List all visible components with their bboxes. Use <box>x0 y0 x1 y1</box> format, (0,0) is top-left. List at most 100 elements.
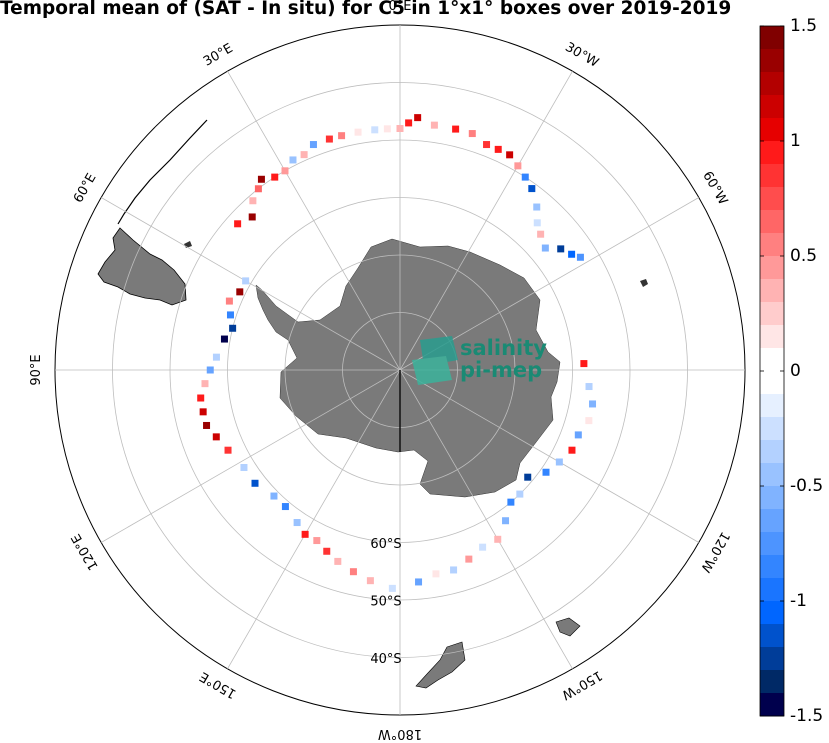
new-zealand-land <box>415 641 466 689</box>
meridian-line <box>101 197 401 371</box>
colorbar-segment <box>760 256 784 280</box>
colorbar-segment <box>760 164 784 188</box>
data-box <box>226 311 234 319</box>
colorbar-tick-label: 0.5 <box>790 246 817 266</box>
data-box <box>271 173 279 181</box>
data-box <box>301 530 309 538</box>
data-box <box>514 162 522 170</box>
data-box <box>528 185 536 193</box>
data-box <box>349 568 357 576</box>
data-box <box>293 519 301 527</box>
colorbar-tick-label: 1 <box>790 131 801 151</box>
data-box <box>479 543 487 551</box>
data-box <box>234 220 242 228</box>
data-box <box>334 557 342 565</box>
colorbar-segment <box>760 141 784 165</box>
meridian-line <box>399 369 573 669</box>
colorbar-segment <box>760 348 784 372</box>
data-box <box>383 125 391 133</box>
data-box <box>257 175 265 183</box>
land-layer <box>97 119 648 689</box>
meridian-line <box>101 369 401 543</box>
colorbar-segment <box>760 279 784 303</box>
data-box <box>366 577 374 585</box>
data-box <box>452 125 460 133</box>
colorbar-tick-label: -1 <box>790 591 807 611</box>
data-box <box>388 584 396 592</box>
data-box <box>521 173 529 181</box>
colorbar-segment <box>760 302 784 326</box>
data-box <box>338 132 346 140</box>
tasmania-land <box>555 617 581 637</box>
data-box <box>533 203 541 211</box>
graticule <box>55 25 745 715</box>
data-box <box>240 464 248 472</box>
colorbar-segment <box>760 371 784 395</box>
colorbar-segment <box>760 693 784 717</box>
data-box <box>533 219 541 227</box>
data-box <box>555 458 563 466</box>
data-box <box>537 230 545 238</box>
colorbar: 1.5 1 0.5 0 -0.5 -1 -1.5 <box>759 16 823 726</box>
logo-line1: salinity <box>460 336 547 360</box>
data-box <box>201 380 209 388</box>
data-box <box>450 566 458 574</box>
data-box <box>585 383 593 391</box>
data-box <box>289 156 297 164</box>
meridian-line <box>227 369 401 669</box>
data-box <box>270 492 278 500</box>
data-box <box>557 245 565 253</box>
data-box <box>415 578 423 586</box>
data-box <box>371 126 379 134</box>
meridian-line <box>227 71 401 371</box>
data-box <box>224 446 232 454</box>
data-box <box>242 277 250 285</box>
data-box <box>300 151 308 159</box>
data-box <box>568 446 576 454</box>
data-box <box>281 167 289 175</box>
longitude-label: 120°E <box>69 531 102 573</box>
meridian-line <box>399 369 699 543</box>
colorbar-segment <box>760 95 784 119</box>
data-box <box>585 417 593 425</box>
data-box <box>323 547 331 555</box>
colorbar-segment <box>760 72 784 96</box>
longitude-label: 180°W <box>378 726 422 741</box>
south-america-land <box>97 227 187 306</box>
data-box <box>494 145 502 153</box>
data-box <box>574 431 582 439</box>
data-boxes <box>197 114 597 592</box>
colorbar-segment <box>760 670 784 694</box>
antarctica-land <box>255 238 561 498</box>
latitude-labels: 60°S 50°S 40°S <box>370 537 401 667</box>
longitude-label: 90°E <box>29 354 44 385</box>
colorbar-tick-label: -1.5 <box>790 706 823 726</box>
colorbar-segment <box>760 509 784 533</box>
data-box <box>309 141 317 149</box>
data-box <box>430 121 438 129</box>
data-box <box>197 394 205 402</box>
data-box <box>251 479 259 487</box>
data-box <box>542 468 550 476</box>
data-box <box>203 421 211 429</box>
data-box <box>249 197 257 205</box>
meridian-line <box>399 71 573 371</box>
data-box <box>432 570 440 578</box>
data-box <box>465 555 473 563</box>
data-box <box>396 125 404 132</box>
data-box <box>229 324 237 332</box>
data-box <box>281 503 289 511</box>
data-box <box>494 535 502 543</box>
longitude-label: 150°E <box>197 668 239 701</box>
data-box <box>414 114 422 122</box>
colorbar-segment <box>760 555 784 579</box>
data-box <box>502 517 510 525</box>
data-box <box>325 135 333 143</box>
colorbar-segment <box>760 417 784 441</box>
data-box <box>576 253 584 261</box>
colorbar-segment <box>760 187 784 211</box>
data-box <box>220 335 228 343</box>
colorbar-segment <box>760 601 784 625</box>
data-box <box>206 366 214 374</box>
kerguelen-land <box>640 279 648 287</box>
